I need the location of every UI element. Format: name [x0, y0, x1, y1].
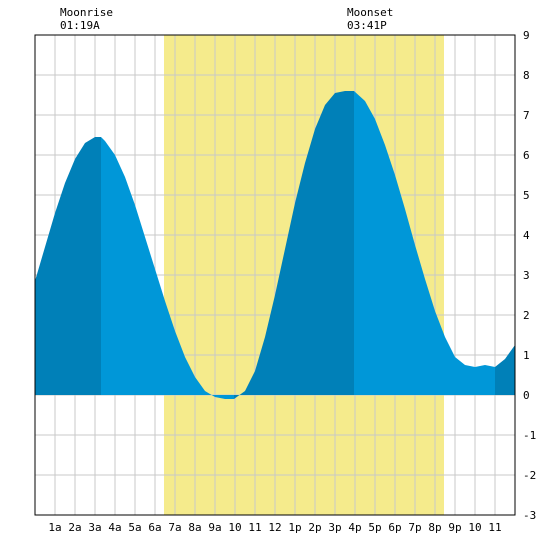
x-tick-label: 1p — [288, 521, 301, 534]
x-tick-label: 4p — [348, 521, 361, 534]
x-tick-label: 5p — [368, 521, 381, 534]
y-tick-label: 4 — [523, 229, 530, 242]
y-tick-label: -1 — [523, 429, 536, 442]
x-tick-label: 11 — [488, 521, 501, 534]
x-tick-label: 1a — [48, 521, 61, 534]
y-tick-label: 0 — [523, 389, 530, 402]
x-tick-label: 4a — [108, 521, 121, 534]
y-tick-label: 8 — [523, 69, 530, 82]
x-tick-label: 11 — [248, 521, 261, 534]
x-tick-label: 7p — [408, 521, 421, 534]
x-tick-label: 2p — [308, 521, 321, 534]
x-tick-label: 6a — [148, 521, 161, 534]
y-tick-label: 9 — [523, 29, 530, 42]
x-tick-label: 10 — [228, 521, 241, 534]
x-tick-label: 9p — [448, 521, 461, 534]
x-tick-label: 9a — [208, 521, 221, 534]
moonrise-label: Moonrise — [60, 6, 113, 19]
tide-area-rising — [35, 137, 101, 395]
plot-border — [34, 34, 516, 516]
tide-area-rising — [495, 345, 515, 395]
x-tick-label: 6p — [388, 521, 401, 534]
x-tick-label: 12 — [268, 521, 281, 534]
moonrise-time: 01:19A — [60, 19, 100, 32]
y-tick-label: 1 — [523, 349, 530, 362]
x-tick-label: 3a — [88, 521, 101, 534]
moonset-label: Moonset — [347, 6, 393, 19]
x-tick-label: 8a — [188, 521, 201, 534]
x-tick-label: 2a — [68, 521, 81, 534]
x-tick-label: 3p — [328, 521, 341, 534]
y-tick-label: 5 — [523, 189, 530, 202]
y-tick-label: -2 — [523, 469, 536, 482]
tide-area-falling — [101, 137, 234, 399]
x-tick-label: 5a — [128, 521, 141, 534]
tide-area-rising — [234, 91, 354, 399]
y-tick-label: -3 — [523, 509, 536, 522]
x-tick-label: 10 — [468, 521, 481, 534]
x-tick-label: 7a — [168, 521, 181, 534]
y-tick-label: 3 — [523, 269, 530, 282]
y-tick-label: 7 — [523, 109, 530, 122]
y-tick-label: 2 — [523, 309, 530, 322]
moonset-time: 03:41P — [347, 19, 387, 32]
tide-area-falling — [354, 91, 495, 395]
x-tick-label: 8p — [428, 521, 441, 534]
y-tick-label: 6 — [523, 149, 530, 162]
